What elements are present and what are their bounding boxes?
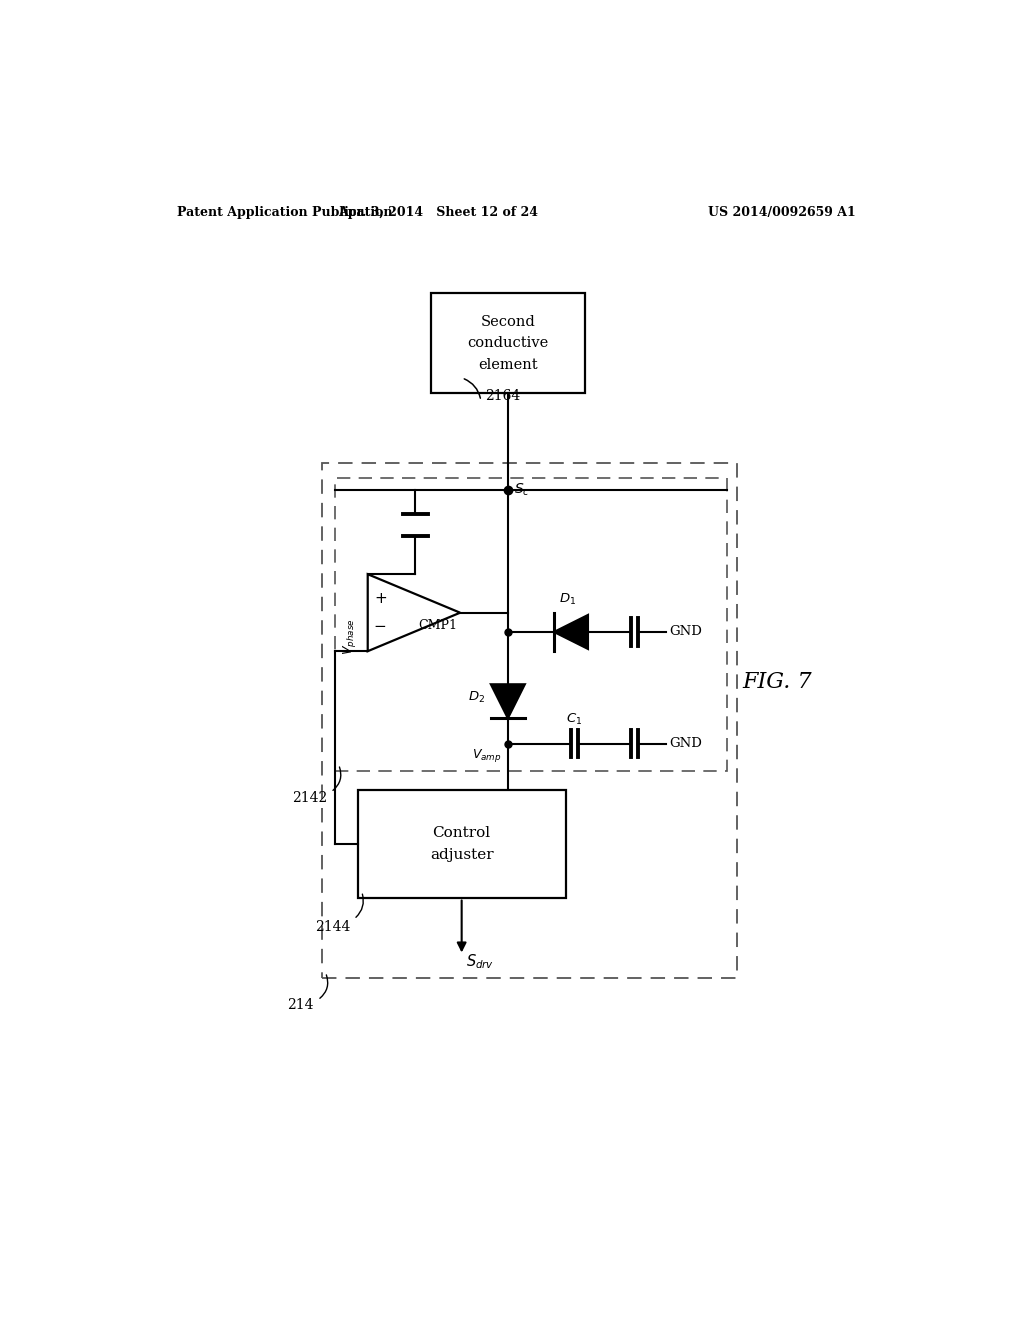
- Text: $D_2$: $D_2$: [468, 690, 484, 705]
- Text: 214: 214: [288, 998, 313, 1012]
- Text: $C_1$: $C_1$: [566, 711, 583, 726]
- Text: +: +: [374, 591, 387, 606]
- Text: 2144: 2144: [314, 920, 350, 933]
- Polygon shape: [554, 615, 588, 649]
- Text: Apr. 3, 2014   Sheet 12 of 24: Apr. 3, 2014 Sheet 12 of 24: [339, 206, 539, 219]
- Text: GND: GND: [670, 626, 702, 639]
- Text: $D_1$: $D_1$: [558, 593, 575, 607]
- Polygon shape: [490, 684, 524, 718]
- Polygon shape: [368, 574, 460, 651]
- Text: 2142: 2142: [292, 791, 327, 804]
- Text: 2164: 2164: [484, 388, 520, 403]
- Text: GND: GND: [670, 737, 702, 750]
- Text: $V_{phase}$: $V_{phase}$: [341, 619, 357, 655]
- Bar: [335, 478, 727, 771]
- Text: US 2014/0092659 A1: US 2014/0092659 A1: [708, 206, 856, 219]
- Text: Second
conductive
element: Second conductive element: [467, 314, 549, 372]
- Text: $S_{drv}$: $S_{drv}$: [466, 952, 494, 972]
- Text: FIG. 7: FIG. 7: [742, 671, 812, 693]
- Text: CMP1: CMP1: [418, 619, 457, 631]
- Text: −: −: [374, 619, 387, 634]
- Text: Control
adjuster: Control adjuster: [430, 826, 494, 862]
- Text: $V_{amp}$: $V_{amp}$: [472, 747, 502, 764]
- Bar: [322, 462, 737, 978]
- Text: $S_c$: $S_c$: [514, 482, 530, 498]
- Text: Patent Application Publication: Patent Application Publication: [177, 206, 392, 219]
- Bar: [431, 293, 585, 393]
- Bar: [357, 789, 565, 898]
